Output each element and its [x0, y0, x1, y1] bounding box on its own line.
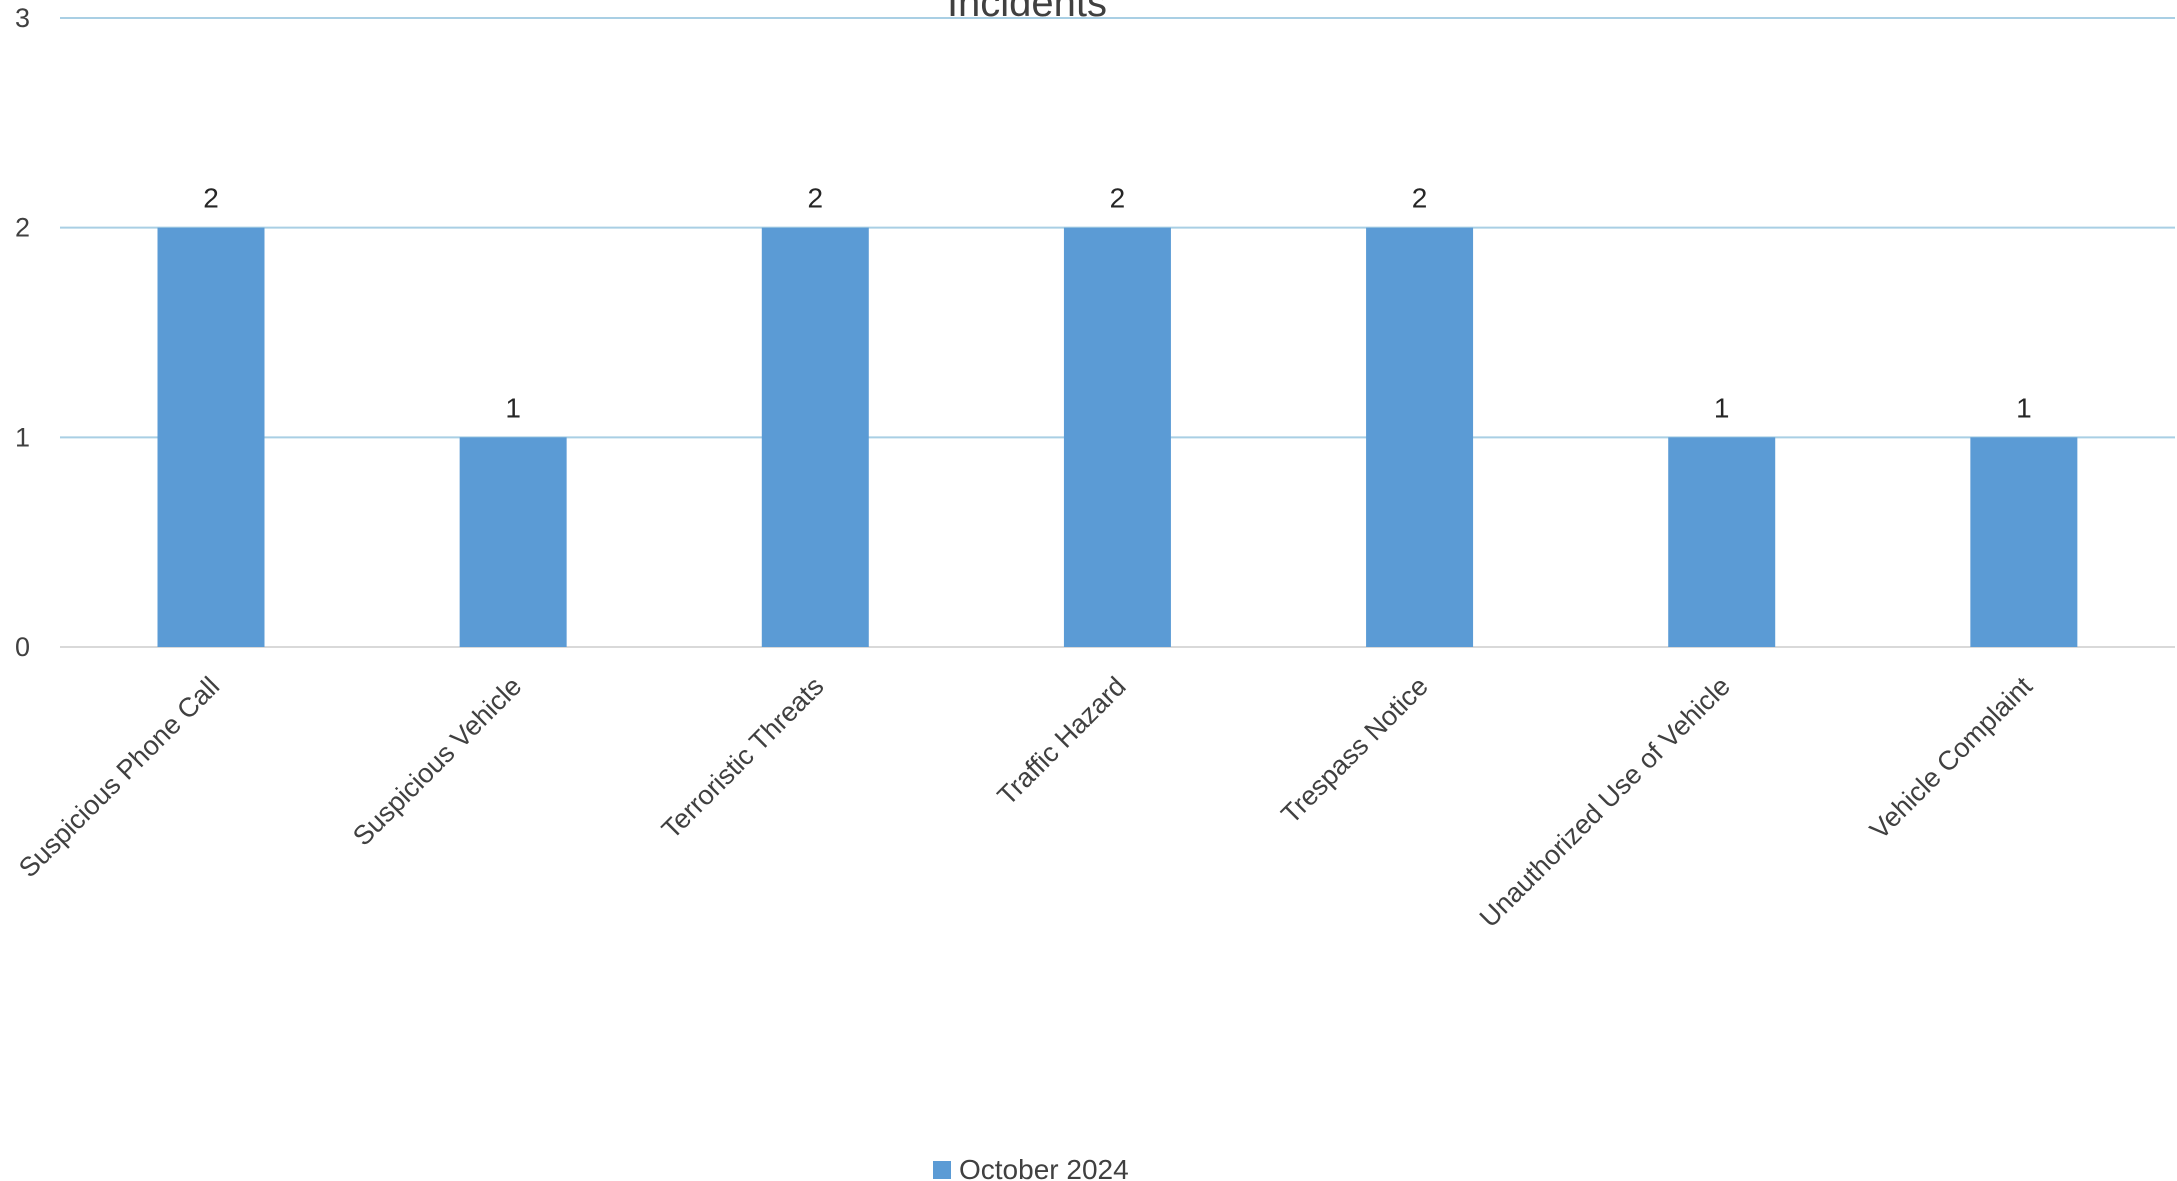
legend: October 2024: [933, 1154, 1129, 1181]
x-tick-label: Unauthorized Use of Vehicle: [1474, 671, 1736, 933]
x-axis-tick-labels: Suspicious Phone Call Suspicious Vehicle T…: [13, 671, 2038, 933]
y-tick-label: 1: [15, 422, 30, 452]
x-tick-label: Terroristic Threats: [656, 671, 830, 845]
y-axis-tick-labels: 0 1 2 3: [15, 3, 30, 662]
bar: [1668, 437, 1776, 647]
x-tick-label: Suspicious Vehicle: [347, 671, 527, 851]
x-tick-label: Vehicle Complaint: [1864, 671, 2038, 845]
bar: [761, 227, 869, 647]
y-tick-label: 0: [15, 632, 30, 662]
y-tick-label: 3: [15, 3, 30, 33]
bar: [1366, 227, 1474, 647]
data-labels: 2 1 2 2 2 1 1: [203, 183, 2031, 424]
data-label: 1: [505, 392, 521, 423]
bar: [1063, 227, 1171, 647]
chart-title: Incidents: [947, 0, 1107, 25]
data-label: 2: [203, 183, 219, 214]
data-label: 2: [1110, 183, 1126, 214]
x-tick-label: Trespass Notice: [1275, 671, 1433, 829]
bar: [459, 437, 567, 647]
bar: [1970, 437, 2078, 647]
bar-series: [157, 227, 2078, 647]
legend-label: October 2024: [959, 1154, 1129, 1181]
data-label: 2: [807, 183, 823, 214]
x-tick-label: Suspicious Phone Call: [13, 671, 225, 883]
y-tick-label: 2: [15, 213, 30, 243]
data-label: 2: [1412, 183, 1428, 214]
x-tick-label: Traffic Hazard: [992, 671, 1132, 811]
data-label: 1: [1714, 392, 1730, 423]
legend-swatch: [933, 1161, 951, 1179]
bar: [157, 227, 265, 647]
data-label: 1: [2016, 392, 2032, 423]
